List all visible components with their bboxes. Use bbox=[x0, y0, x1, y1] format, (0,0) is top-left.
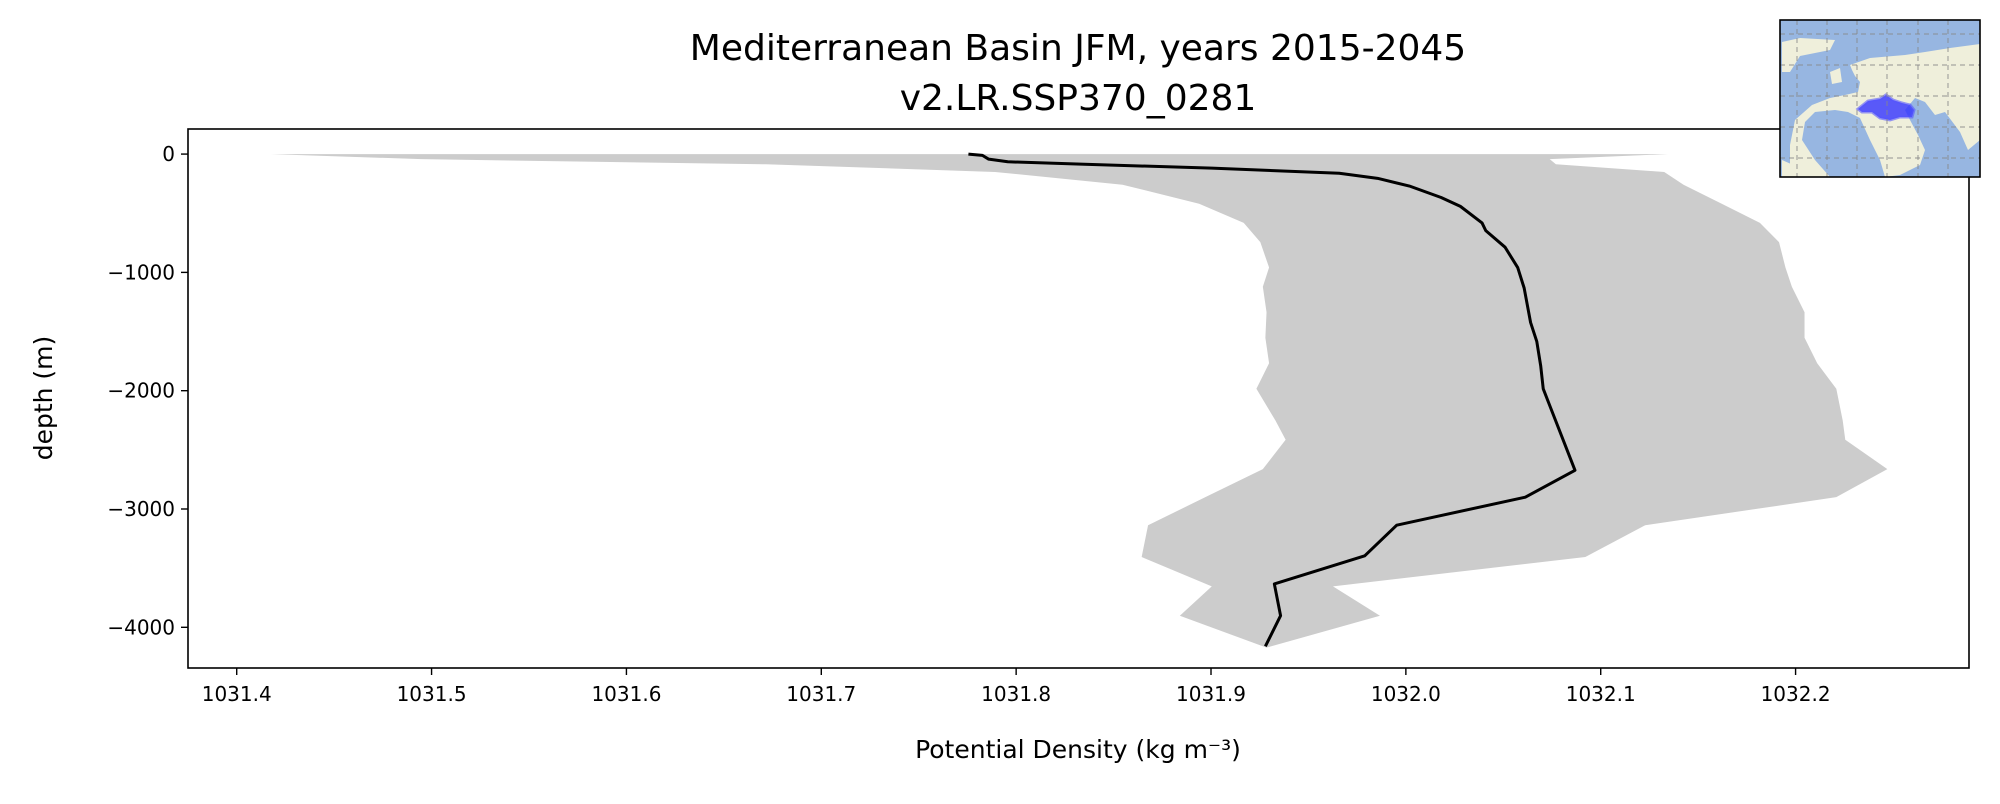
x-tick-label: 1031.9 bbox=[1176, 682, 1246, 706]
x-axis: 1031.4 1031.5 1031.6 1031.7 1031.8 1031.9 1032… bbox=[202, 668, 1831, 706]
axes-frame bbox=[187, 128, 1970, 669]
chart-title: Mediterranean Basin JFM, years 2015-2045 bbox=[690, 28, 1466, 69]
y-tick-label: 0 bbox=[162, 142, 175, 166]
inset-mediterranean-region bbox=[1855, 93, 1916, 122]
y-tick-label: −3000 bbox=[107, 497, 175, 521]
x-tick-label: 1031.5 bbox=[397, 682, 467, 706]
x-tick-label: 1032.0 bbox=[1371, 682, 1441, 706]
x-tick-label: 1031.4 bbox=[202, 682, 272, 706]
y-tick-label: −1000 bbox=[107, 260, 175, 284]
x-tick-label: 1032.2 bbox=[1761, 682, 1831, 706]
x-tick-label: 1031.7 bbox=[786, 682, 856, 706]
inset-map-frame bbox=[1779, 19, 1981, 178]
chart-subtitle: v2.LR.SSP370_0281 bbox=[900, 78, 1257, 119]
x-tick-label: 1031.8 bbox=[981, 682, 1051, 706]
inset-gridlines bbox=[1780, 20, 1980, 177]
mean-line bbox=[968, 152, 1577, 648]
plot-area bbox=[271, 152, 1888, 648]
y-tick-label: −2000 bbox=[107, 379, 175, 403]
range-band bbox=[271, 154, 1888, 648]
inset-map bbox=[1779, 19, 1981, 178]
y-axis-label: depth (m) bbox=[29, 336, 58, 461]
x-tick-label: 1032.1 bbox=[1566, 682, 1636, 706]
y-axis: 0 −1000 −2000 −3000 −4000 bbox=[107, 142, 188, 639]
y-tick-label: −4000 bbox=[107, 615, 175, 639]
x-axis-label: Potential Density (kg m⁻³) bbox=[915, 735, 1241, 764]
x-tick-label: 1031.6 bbox=[591, 682, 661, 706]
